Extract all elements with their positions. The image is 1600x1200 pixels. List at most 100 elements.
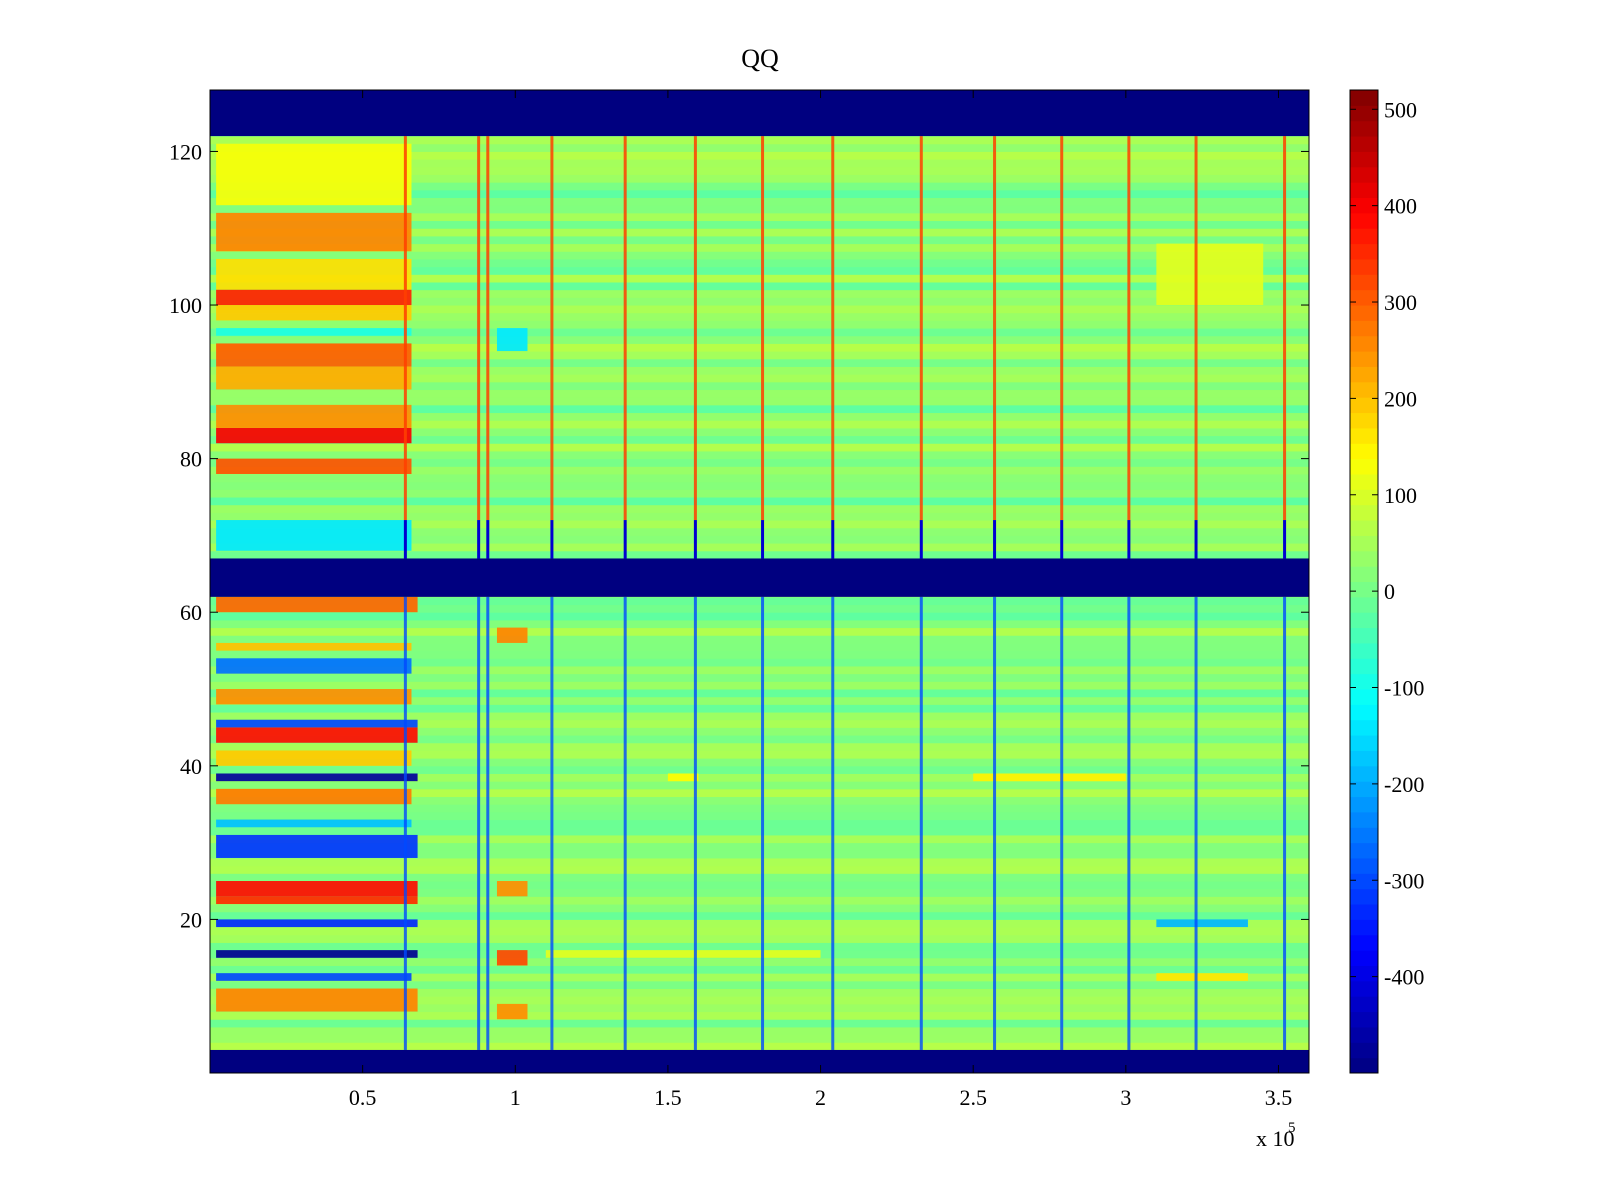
heatmap-background-row xyxy=(210,988,1309,997)
colorbar-tick-label: 200 xyxy=(1384,386,1417,411)
heatmap-background-row xyxy=(210,896,1309,905)
heatmap-background-row xyxy=(210,389,1309,398)
colorbar-segment xyxy=(1350,1026,1378,1043)
heatmap-feature-band xyxy=(216,834,418,858)
colorbar-tick-label: 300 xyxy=(1384,290,1417,315)
event-column-negative xyxy=(403,596,407,1050)
heatmap-background-row xyxy=(210,335,1309,344)
heatmap-feature-band xyxy=(1156,919,1248,928)
heatmap-feature-band xyxy=(216,343,412,367)
heatmap-background-row xyxy=(210,689,1309,698)
colorbar-segment xyxy=(1350,458,1378,475)
heatmap-background-row xyxy=(210,228,1309,237)
heatmap-background-row xyxy=(210,512,1309,521)
event-column-positive xyxy=(1194,136,1198,521)
heatmap-background-row xyxy=(210,166,1309,175)
heatmap-background-row xyxy=(210,727,1309,736)
heatmap-feature-band xyxy=(216,788,412,805)
event-column-negative xyxy=(693,596,697,1050)
heatmap-background-row xyxy=(210,642,1309,652)
colorbar-segment xyxy=(1350,642,1378,659)
heatmap-background-row xyxy=(210,266,1309,275)
heatmap-background-row xyxy=(210,735,1309,744)
colorbar-segment xyxy=(1350,520,1378,536)
heatmap-feature-band xyxy=(216,919,418,928)
x-tick-label: 3 xyxy=(1120,1085,1131,1110)
colorbar-segment xyxy=(1350,274,1378,291)
event-column-positive xyxy=(993,136,997,521)
heatmap-background-row xyxy=(210,450,1309,460)
heatmap-background-row xyxy=(210,1026,1309,1036)
heatmap-background-row xyxy=(210,612,1309,621)
heatmap-background-row xyxy=(210,758,1309,767)
heatmap-background-row xyxy=(210,819,1309,828)
heatmap-feature-band xyxy=(216,750,412,766)
event-column-negative xyxy=(1283,520,1287,559)
heatmap-background-row xyxy=(210,712,1309,721)
heatmap-feature-band xyxy=(216,212,412,252)
heatmap-feature-band xyxy=(216,520,412,551)
event-column-positive xyxy=(550,136,554,521)
colorbar-segment xyxy=(1350,535,1378,552)
heatmap-background-row xyxy=(210,159,1309,168)
colorbar-segment xyxy=(1350,689,1378,705)
event-column-negative xyxy=(919,596,923,1050)
heatmap-feature-band xyxy=(216,881,418,897)
heatmap-background-row xyxy=(210,443,1309,452)
event-column-negative xyxy=(1127,520,1131,559)
heatmap-background-row xyxy=(210,635,1309,644)
colorbar-tick-label: 500 xyxy=(1384,97,1417,122)
heatmap-background-row xyxy=(210,927,1309,936)
colorbar-segment xyxy=(1350,796,1378,813)
colorbar-segment xyxy=(1350,596,1378,613)
x-tick-label: 2.5 xyxy=(959,1085,987,1110)
heatmap-feature-band xyxy=(216,427,412,444)
colorbar-tick-label: -100 xyxy=(1384,676,1424,701)
heatmap-feature-band xyxy=(216,596,418,613)
heatmap-background-row xyxy=(210,942,1309,951)
heatmap-feature-band xyxy=(545,950,821,958)
heatmap-background-row xyxy=(210,888,1309,897)
heatmap-feature-band xyxy=(216,973,412,981)
heatmap-background-row xyxy=(210,873,1309,882)
y-tick-label: 60 xyxy=(180,600,202,625)
heatmap-background-row xyxy=(210,957,1309,966)
heatmap-background-row xyxy=(210,965,1309,974)
heatmap-background-row xyxy=(210,996,1309,1005)
heatmap-background-row xyxy=(210,650,1309,659)
heatmap-background-row xyxy=(210,274,1309,283)
heatmap-feature-band xyxy=(216,366,412,390)
heatmap-feature-band xyxy=(496,881,528,897)
x-tick-label: 1 xyxy=(510,1085,521,1110)
event-column-negative xyxy=(477,596,481,1050)
heatmap-background-row xyxy=(210,919,1309,928)
heatmap-feature-band xyxy=(667,773,699,782)
heatmap-background-row xyxy=(210,627,1309,636)
heatmap-background-row xyxy=(210,397,1309,406)
heatmap-background-row xyxy=(210,412,1309,421)
heatmap-background-row xyxy=(210,765,1309,774)
heatmap-feature-band xyxy=(216,689,412,705)
heatmap-background-row xyxy=(210,865,1309,874)
heatmap-feature-band xyxy=(1156,973,1248,981)
heatmap-feature-band xyxy=(216,289,412,306)
y-tick-label: 120 xyxy=(169,139,202,164)
colorbar-segment xyxy=(1350,258,1378,275)
heatmap-background-row xyxy=(210,481,1309,490)
heatmap-background-row xyxy=(210,328,1309,337)
colorbar-segment xyxy=(1350,1042,1378,1059)
masked-band xyxy=(210,90,1309,137)
colorbar-segment xyxy=(1350,228,1378,245)
heatmap-background-row xyxy=(210,1042,1309,1051)
event-column-positive xyxy=(919,136,923,521)
heatmap-background-row xyxy=(210,696,1309,705)
event-column-positive xyxy=(761,136,765,521)
event-column-positive xyxy=(1283,136,1287,521)
colorbar-frame xyxy=(1349,89,1379,1074)
x-exponent-power: 5 xyxy=(1288,1120,1296,1136)
heatmap-feature-band xyxy=(216,642,412,651)
heatmap-background-row xyxy=(210,1034,1309,1043)
event-column-negative xyxy=(1194,596,1198,1050)
colorbar-segment xyxy=(1350,566,1378,582)
x-tick-label: 3.5 xyxy=(1265,1085,1293,1110)
